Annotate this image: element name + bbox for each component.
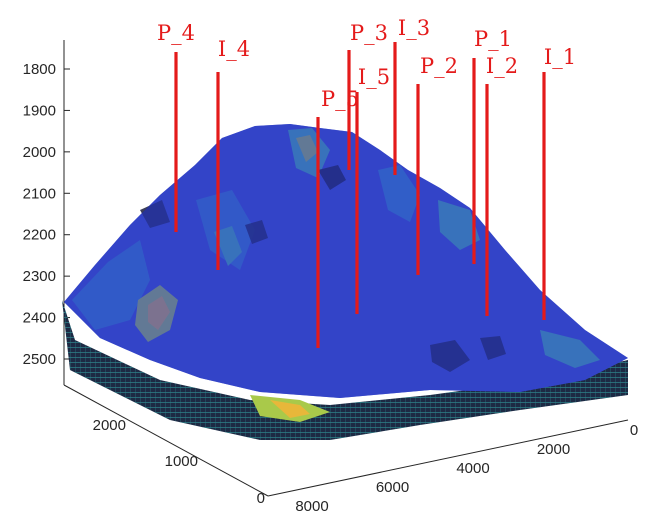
well-i-5-label: I_5 xyxy=(358,65,390,89)
x-tick-label: 4000 xyxy=(456,460,489,477)
z-tick-label: 1800 xyxy=(23,61,56,78)
y-tick-label: 0 xyxy=(257,490,265,507)
well-p-2-label: P_2 xyxy=(420,54,458,78)
z-tick-label: 2200 xyxy=(23,227,56,244)
y-axis-ticks: 0 1000 2000 xyxy=(93,417,265,507)
x-tick-label: 8000 xyxy=(295,498,328,513)
x-tick-label: 6000 xyxy=(376,479,409,496)
z-axis-ticks: 1800 1900 2000 2100 2200 2300 2400 2500 xyxy=(23,61,70,368)
well-p-1-label: P_1 xyxy=(474,27,512,51)
reservoir-surface xyxy=(62,124,628,440)
well-p-4-label: P_4 xyxy=(157,21,195,45)
z-tick-label: 2400 xyxy=(23,310,56,327)
well-i-1-label: I_1 xyxy=(544,45,576,69)
z-tick-label: 2500 xyxy=(23,351,56,368)
well-i-3-label: I_3 xyxy=(398,16,430,40)
well-trajectories: P_4 I_4 P_3 I_3 P_5I_5 P_2 P_1 I_2 I_1 xyxy=(157,16,576,348)
x-tick-label: 2000 xyxy=(537,441,570,458)
well-i-2-label: I_2 xyxy=(486,54,518,78)
x-axis-ticks: 8000 6000 4000 2000 0 xyxy=(295,422,638,513)
x-tick-label: 0 xyxy=(630,422,638,439)
well-i-4-label: I_4 xyxy=(218,37,250,61)
well-p-3-label: P_3 xyxy=(350,21,388,45)
z-tick-label: 1900 xyxy=(23,102,56,119)
z-tick-label: 2000 xyxy=(23,144,56,161)
y-tick-label: 2000 xyxy=(93,417,126,434)
z-tick-label: 2100 xyxy=(23,185,56,202)
axes-frame xyxy=(63,40,629,497)
well-p-5-label: P_5 xyxy=(321,87,359,111)
z-tick-label: 2300 xyxy=(23,268,56,285)
y-tick-label: 1000 xyxy=(165,453,198,470)
